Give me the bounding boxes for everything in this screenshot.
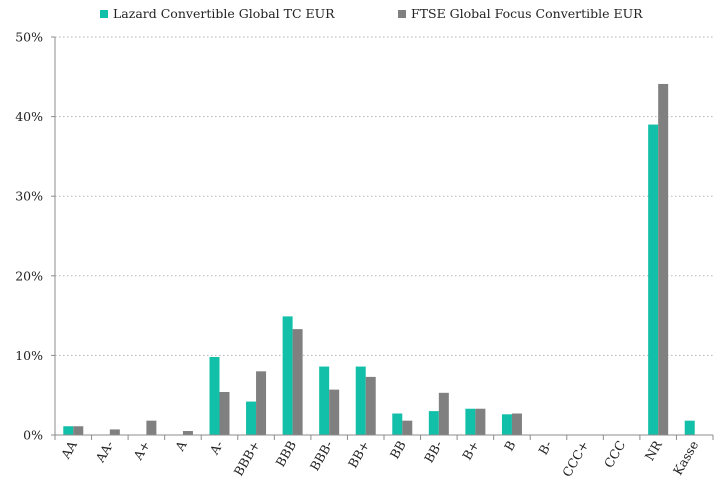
x-tick-label: B- [535,438,555,457]
bar-ftse [109,429,120,435]
x-tick-label: BB+ [345,438,372,470]
y-tick-label: 30% [15,189,43,204]
bar-ftse [73,426,84,435]
bar-lazard [648,124,659,435]
x-tick-label: AA- [92,438,117,466]
bar-lazard [319,366,330,435]
bar-lazard [209,356,220,435]
bar-lazard [684,420,695,435]
bar-lazard [282,316,293,435]
y-tick-label: 10% [15,348,43,363]
bar-ftse [402,420,413,435]
bar-ftse [182,431,193,435]
legend-label-ftse: FTSE Global Focus Convertible EUR [411,6,643,21]
x-tick-label: AA [57,437,80,462]
bar-ftse [292,329,303,435]
legend-item-ftse: FTSE Global Focus Convertible EUR [398,6,643,21]
x-tick-label: A [172,437,190,454]
bar-lazard [465,408,476,435]
bar-lazard [392,413,403,435]
chart-legend: Lazard Convertible Global TC EUR FTSE Gl… [0,6,723,26]
y-tick-label: 20% [15,268,43,283]
bar-ftse [475,408,486,435]
bar-ftse [365,376,376,435]
x-tick-label: CCC+ [559,438,592,479]
x-tick-label: A- [206,438,226,458]
bar-lazard [246,401,257,435]
x-tick-label: BB [387,438,409,461]
x-tick-label: NR [642,437,665,463]
bar-lazard [63,426,74,435]
legend-label-lazard: Lazard Convertible Global TC EUR [113,6,335,21]
legend-swatch-lazard [100,9,108,18]
bar-ftse [658,83,669,436]
legend-item-lazard: Lazard Convertible Global TC EUR [100,6,335,21]
y-tick-label: 40% [15,109,43,124]
x-tick-label: B+ [459,438,482,463]
x-tick-label: BB- [421,438,445,465]
y-tick-label: 0% [23,428,43,443]
x-tick-label: Kasse [670,438,702,478]
bar-lazard [355,366,366,435]
bar-ftse [329,389,340,435]
x-tick-label: BBB- [307,438,336,473]
bar-ftse [256,371,267,435]
x-tick-label: BBB+ [231,438,263,478]
x-tick-label: CCC [601,438,628,470]
bar-ftse [146,420,157,435]
bar-ftse [438,392,449,435]
x-tick-label: B [501,438,519,453]
bar-lazard [428,411,439,435]
x-tick-label: A+ [130,438,153,463]
bar-lazard [501,414,512,435]
y-tick-label: 50% [15,30,43,45]
x-tick-label: BBB [272,438,299,469]
bar-ftse [219,392,230,435]
bar-ftse [511,413,522,435]
legend-swatch-ftse [398,9,406,18]
